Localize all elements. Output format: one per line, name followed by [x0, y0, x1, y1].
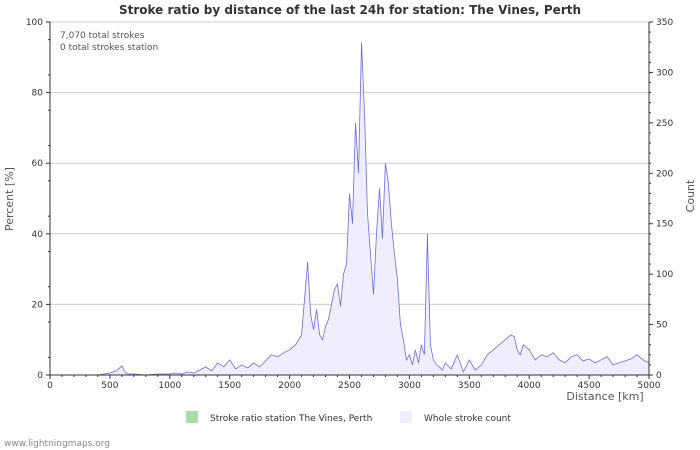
legend: Stroke ratio station The Vines, Perth Wh…	[186, 411, 511, 424]
y-left-tick-label: 40	[32, 230, 44, 240]
x-tick-label: 500	[101, 381, 118, 391]
y-right-tick-label: 0	[656, 371, 662, 381]
x-tick-label: 1000	[158, 381, 181, 391]
y-left-tick-label: 60	[32, 159, 44, 169]
y-right-axis-ticks: 0 50 100 150 200 250 300 350	[649, 18, 673, 381]
x-axis-ticks: 0 500 1000 1500 2000 2500 3000 3500 4000 4500 5000	[47, 375, 661, 391]
x-tick-label: 1500	[218, 381, 241, 391]
y-left-axis-ticks: 0 20 40 60 80 100	[26, 18, 50, 381]
y-right-tick-label: 100	[656, 270, 673, 280]
legend-label-stroke-count: Whole stroke count	[424, 414, 511, 424]
x-tick-label: 4000	[518, 381, 541, 391]
x-axis-label: Distance [km]	[566, 390, 643, 403]
y-right-tick-label: 200	[656, 169, 673, 179]
y-left-tick-label: 20	[32, 300, 44, 310]
x-tick-label: 3000	[398, 381, 421, 391]
x-tick-label: 4500	[578, 381, 601, 391]
x-tick-label: 5000	[638, 381, 661, 391]
y-left-tick-label: 0	[37, 371, 43, 381]
station-strokes-annotation: 0 total strokes station	[60, 43, 158, 53]
y-right-tick-label: 150	[656, 220, 673, 230]
chart-title: Stroke ratio by distance of the last 24h…	[119, 3, 581, 17]
x-tick-label: 2000	[278, 381, 301, 391]
total-strokes-annotation: 7,070 total strokes	[60, 31, 145, 41]
legend-swatch-station-ratio	[186, 411, 198, 423]
y-right-tick-label: 300	[656, 68, 673, 78]
x-tick-label: 3500	[458, 381, 481, 391]
legend-swatch-stroke-count	[400, 411, 412, 423]
y-right-tick-label: 250	[656, 119, 673, 129]
footer-source: www.lightningmaps.org	[4, 439, 110, 449]
plot-area	[50, 42, 650, 376]
y-right-axis-label: Count	[684, 179, 697, 212]
legend-label-station-ratio: Stroke ratio station The Vines, Perth	[210, 414, 372, 424]
series-area-fill	[50, 42, 649, 375]
series-line	[50, 42, 650, 376]
y-left-tick-label: 80	[32, 89, 44, 99]
y-right-tick-label: 350	[656, 18, 673, 28]
y-left-tick-label: 100	[26, 18, 43, 28]
y-right-tick-label: 50	[656, 321, 668, 331]
x-tick-label: 2500	[338, 381, 361, 391]
x-tick-label: 0	[47, 381, 53, 391]
y-left-axis-label: Percent [%]	[3, 167, 16, 231]
